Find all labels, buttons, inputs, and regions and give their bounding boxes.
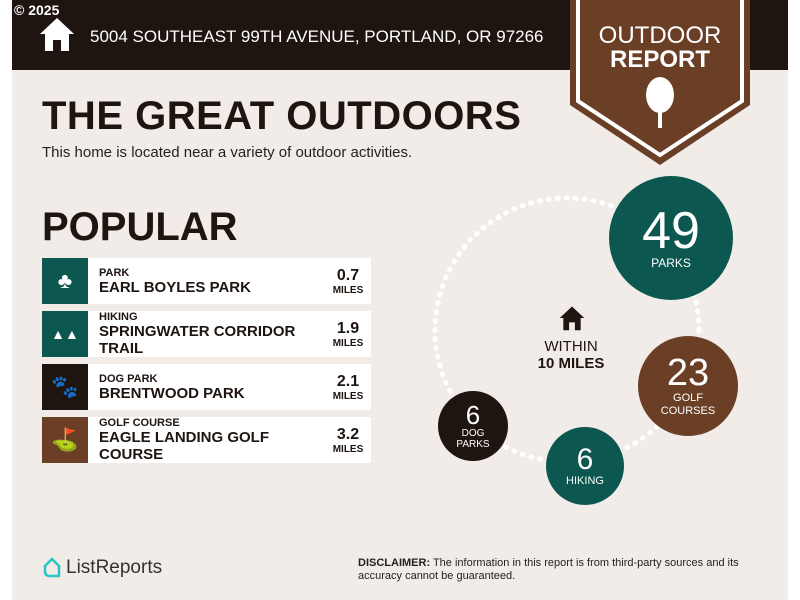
disclaimer: DISCLAIMER: The information in this repo… — [358, 557, 758, 583]
distance-value: 2.1 — [336, 372, 360, 390]
trees-icon: ▲▲ — [42, 311, 88, 357]
listreports-logo: ListReports — [42, 557, 162, 579]
stat-circle-hiking: 6 HIKING — [546, 427, 624, 505]
item-text: GOLF COURSE EAGLE LANDING GOLF COURSE — [88, 417, 325, 463]
item-category: HIKING — [99, 311, 138, 323]
radius-line1: WITHIN — [544, 338, 598, 355]
distance-value: 0.7 — [336, 266, 360, 284]
item-name: BRENTWOOD PARK — [99, 384, 245, 402]
distance-unit: MILES — [332, 284, 364, 296]
brand-name: ListReports — [66, 557, 163, 578]
home-icon — [40, 18, 74, 51]
stat-label: GOLF COURSES — [660, 392, 716, 417]
stat-count: 6 — [576, 442, 594, 476]
copyright: © 2025 — [14, 2, 60, 18]
item-text: DOG PARK BRENTWOOD PARK — [88, 373, 325, 402]
item-distance: 1.9 MILES — [325, 320, 371, 349]
golf-bag-icon: ⛳ — [42, 417, 88, 463]
popular-item: ♣ PARK EARL BOYLES PARK 0.7 MILES — [42, 258, 371, 304]
radius-label: WITHIN 10 MILES — [511, 338, 631, 372]
badge-line2: REPORT — [609, 46, 710, 73]
stat-label: PARKS — [651, 256, 691, 271]
popular-item: 🐾 DOG PARK BRENTWOOD PARK 2.1 MILES — [42, 364, 371, 410]
item-category: PARK — [99, 266, 130, 279]
item-name: SPRINGWATER CORRIDOR TRAIL — [99, 323, 296, 357]
radius-line2: 10 MILES — [537, 355, 605, 372]
page-subtitle: This home is located near a variety of o… — [42, 144, 413, 161]
stat-circle-golf-courses: 23 GOLF COURSES — [638, 336, 738, 436]
item-text: PARK EARL BOYLES PARK — [88, 267, 325, 296]
outdoor-report-badge — [570, 0, 750, 165]
badge-line1: OUTDOOR — [598, 22, 722, 49]
tree-icon — [646, 77, 674, 128]
distance-unit: MILES — [332, 390, 364, 402]
item-name: EARL BOYLES PARK — [99, 278, 251, 296]
logo-icon — [43, 557, 61, 578]
stat-circle-parks: 49 PARKS — [609, 176, 733, 300]
item-name: EAGLE LANDING GOLF COURSE — [99, 429, 269, 463]
item-distance: 2.1 MILES — [325, 373, 371, 402]
popular-item: ⛳ GOLF COURSE EAGLE LANDING GOLF COURSE 3… — [42, 417, 371, 463]
home-icon — [559, 306, 585, 331]
paw-icon: 🐾 — [42, 364, 88, 410]
page-title: THE GREAT OUTDOORS — [42, 94, 522, 138]
item-category: DOG PARK — [99, 372, 158, 385]
address: 5004 SOUTHEAST 99TH AVENUE, PORTLAND, OR… — [90, 27, 544, 46]
distance-unit: MILES — [332, 443, 364, 455]
item-text: HIKING SPRINGWATER CORRIDOR TRAIL — [88, 311, 325, 357]
distance-value: 1.9 — [336, 319, 360, 337]
disclaimer-label: DISCLAIMER: — [358, 557, 431, 569]
popular-item: ▲▲ HIKING SPRINGWATER CORRIDOR TRAIL 1.9 M… — [42, 311, 371, 357]
disclaimer-text: The information in this report is from t… — [358, 557, 739, 582]
stat-count: 23 — [666, 352, 710, 395]
distance-value: 3.2 — [336, 425, 360, 443]
stat-count: 49 — [642, 202, 700, 261]
distance-unit: MILES — [332, 337, 364, 349]
stat-label: HIKING — [566, 474, 604, 487]
park-icon: ♣ — [42, 258, 88, 304]
stat-label: DOG PARKS — [456, 427, 490, 451]
item-distance: 3.2 MILES — [325, 426, 371, 455]
item-distance: 0.7 MILES — [325, 267, 371, 296]
stat-count: 6 — [465, 399, 481, 430]
stat-circle-dog-parks: 6 DOG PARKS — [438, 391, 508, 461]
popular-heading: POPULAR — [42, 205, 238, 249]
item-category: GOLF COURSE — [99, 417, 180, 429]
